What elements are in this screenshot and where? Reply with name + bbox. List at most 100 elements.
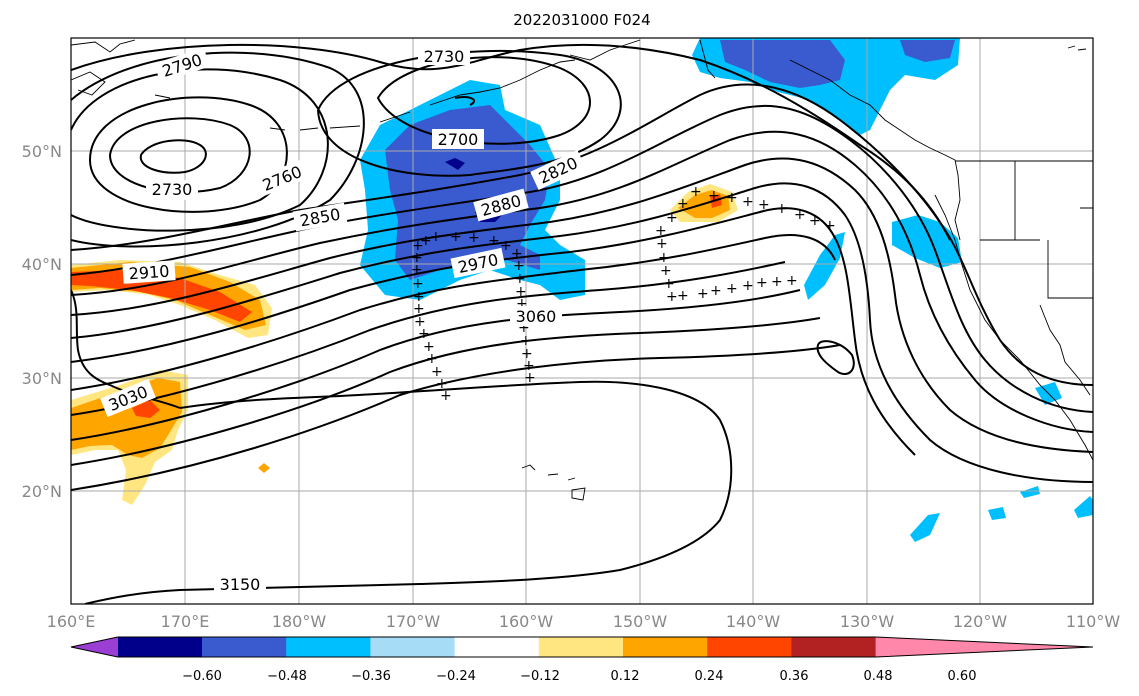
lon-tick-label: 110°W <box>1066 612 1121 631</box>
svg-text:+: + <box>677 288 689 304</box>
border-states <box>980 161 1093 299</box>
colorbar-tick-label: 0.60 <box>948 669 977 684</box>
svg-text:+: + <box>663 276 675 292</box>
lat-tick-label: 50°N <box>22 142 62 161</box>
svg-text:+: + <box>726 190 738 206</box>
coast-hawaii <box>521 464 586 501</box>
svg-text:+: + <box>771 274 783 290</box>
trajectory-markers: + + + + + + + + + + + + + + + + + + + + … <box>411 184 836 404</box>
svg-text:+: + <box>412 276 424 292</box>
svg-text:+: + <box>413 301 425 317</box>
lat-tick-label: 40°N <box>22 255 62 274</box>
contour-label: 2700 <box>438 130 479 149</box>
svg-text:+: + <box>658 250 670 266</box>
colorbar-segment <box>707 637 792 657</box>
svg-text:+: + <box>756 275 768 291</box>
colorbar-tick-label: 0.48 <box>864 669 893 684</box>
colorbar-tick-label: 0.36 <box>780 669 809 684</box>
svg-text:+: + <box>413 289 425 305</box>
negative-region-alaska-mid2 <box>900 40 955 62</box>
svg-text:+: + <box>666 289 678 305</box>
lon-tick-label: 140°W <box>726 612 781 631</box>
svg-text:+: + <box>420 233 432 249</box>
negative-region-patch6 <box>1074 496 1093 518</box>
svg-text:+: + <box>794 207 806 223</box>
svg-text:+: + <box>423 339 435 355</box>
svg-text:+: + <box>660 263 672 279</box>
colorbar-segment <box>454 637 540 657</box>
negative-region-patch5 <box>910 513 940 542</box>
colorbar-segment <box>370 637 456 657</box>
colorbar-segment <box>117 637 203 657</box>
svg-text:+: + <box>411 250 423 266</box>
colorbar-tick-label: 0.24 <box>695 669 724 684</box>
lat-tick-label: 20°N <box>22 482 62 501</box>
lon-tick-label: 180°W <box>272 612 327 631</box>
colorbar-tick-label: −0.36 <box>351 669 391 684</box>
lon-tick-label: 170°E <box>161 612 210 631</box>
coast-aleutians <box>154 59 576 131</box>
svg-text:+: + <box>521 346 533 362</box>
colorbar-segment <box>623 637 708 657</box>
negative-region-central-core1 <box>445 158 465 170</box>
svg-text:+: + <box>513 258 525 274</box>
svg-text:+: + <box>500 238 512 254</box>
colorbar-tick-label: −0.48 <box>267 669 307 684</box>
svg-text:+: + <box>515 284 527 300</box>
svg-text:+: + <box>450 229 462 245</box>
contour-label: 3150 <box>220 575 261 594</box>
colorbar-segment <box>791 637 877 657</box>
colorbar-segment <box>538 637 624 657</box>
map-title: 2022031000 F024 <box>513 11 650 29</box>
negative-region-patch7 <box>988 507 1006 520</box>
svg-text:+: + <box>426 351 438 367</box>
colorbar-outline <box>70 636 1094 658</box>
svg-text:+: + <box>520 333 532 349</box>
lat-tick-label: 30°N <box>22 369 62 388</box>
svg-text:+: + <box>655 223 667 239</box>
shading-layer <box>71 38 1093 542</box>
svg-text:+: + <box>742 194 754 210</box>
svg-text:+: + <box>726 281 738 297</box>
negative-region-patch1 <box>804 232 845 300</box>
negative-region-central-mid <box>385 105 550 280</box>
svg-text:+: + <box>697 286 709 302</box>
svg-text:+: + <box>511 246 523 262</box>
lon-tick-label: 120°W <box>953 612 1008 631</box>
map-area: + + + + + + + + + + + + + + + + + + + + … <box>71 38 1093 604</box>
svg-text:+: + <box>436 376 448 392</box>
positive-region-west-core <box>71 270 252 322</box>
colorbar-segment <box>286 637 371 657</box>
svg-text:+: + <box>710 283 722 299</box>
svg-text:+: + <box>414 314 426 330</box>
svg-text:+: + <box>514 271 526 287</box>
colorbar-tick-label: −0.12 <box>520 669 560 684</box>
lon-tick-label: 160°W <box>499 612 554 631</box>
svg-text:+: + <box>524 370 536 386</box>
negative-region-alaska-mid <box>720 40 845 88</box>
svg-text:+: + <box>758 197 770 213</box>
coast-kamchatka <box>71 39 136 96</box>
lon-tick-label: 170°W <box>386 612 441 631</box>
negative-region-patch4 <box>1020 486 1040 498</box>
svg-text:+: + <box>430 229 442 245</box>
svg-text:+: + <box>690 184 702 200</box>
svg-text:+: + <box>431 364 443 380</box>
svg-text:+: + <box>516 296 528 312</box>
svg-text:+: + <box>412 238 424 254</box>
svg-text:+: + <box>708 188 720 204</box>
map-frame <box>70 37 1094 605</box>
lon-tick-label: 150°W <box>613 612 668 631</box>
colorbar-tick-label: 0.12 <box>611 669 640 684</box>
colorbar-extend-min <box>71 637 118 657</box>
svg-text:+: + <box>488 233 500 249</box>
svg-text:+: + <box>411 262 423 278</box>
colorbar-tick-label: −0.60 <box>182 669 222 684</box>
svg-text:+: + <box>666 210 678 226</box>
latitude-ticks: 50°N 40°N 30°N 20°N <box>22 142 62 501</box>
coast-alaska <box>569 39 961 241</box>
coast-island <box>1067 45 1087 51</box>
coast-baja <box>1039 304 1091 396</box>
positive-region-southwest-core <box>132 400 160 418</box>
